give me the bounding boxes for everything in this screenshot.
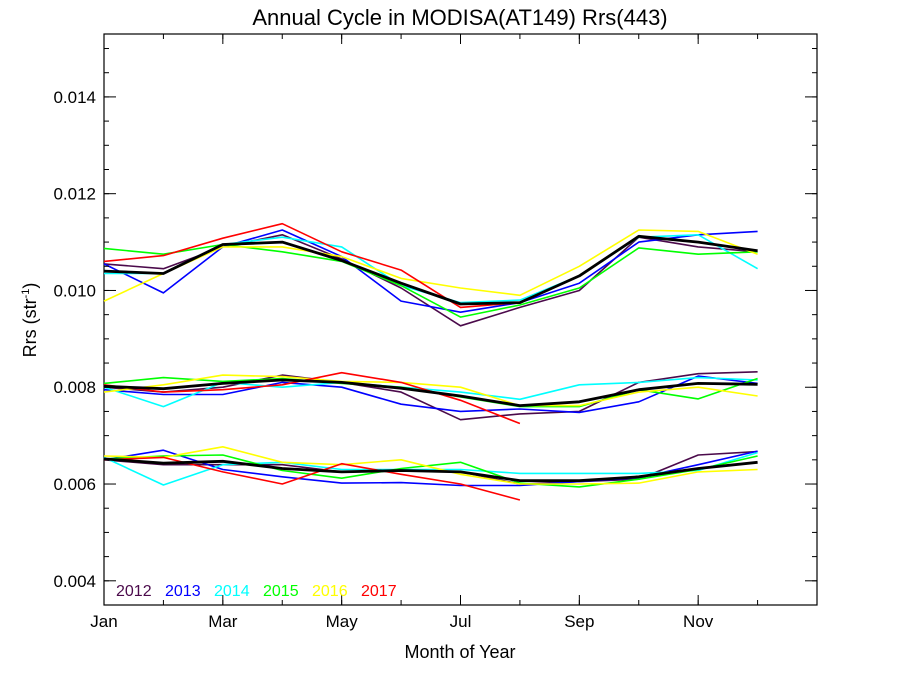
series-line-2017-band-3 (103, 456, 521, 501)
series-line-2016-band-1 (103, 229, 758, 302)
series-line-2017-band-2 (103, 371, 521, 425)
mean-series-line-band-3 (103, 457, 758, 483)
y-axis-label: Rrs (str-1) (20, 283, 40, 358)
x-axis-label: Month of Year (404, 642, 515, 662)
y-tick-label-0.004: 0.004 (53, 572, 96, 591)
legend-entry-2013: 2013 (165, 583, 201, 600)
series-line-2014-band-2 (103, 376, 758, 408)
legend-entry-2014: 2014 (214, 583, 250, 600)
series-line-2017-band-1 (103, 222, 520, 309)
plot-area-border (103, 33, 818, 606)
y-axis-label-main: Rrs (str (20, 298, 40, 357)
legend-entry-2017: 2017 (361, 583, 397, 600)
series-line-2013-band-2 (103, 375, 758, 414)
x-tick-label-jul: Jul (450, 612, 472, 631)
series-line-2015-band-1 (103, 243, 758, 318)
y-tick-label-0.012: 0.012 (53, 185, 96, 204)
plot-frame (103, 33, 818, 606)
mean-series-line-band-2 (103, 378, 758, 408)
x-tick-label-jan: Jan (90, 612, 117, 631)
x-tick-label-nov: Nov (683, 612, 714, 631)
series-line-2015-band-3 (103, 454, 758, 488)
y-tick-label-0.008: 0.008 (53, 378, 96, 397)
x-tick-label-sep: Sep (564, 612, 594, 631)
legend-entry-2012: 2012 (116, 583, 152, 600)
series-line-2016-band-3 (103, 445, 758, 485)
y-axis-label-superscript: -1 (20, 289, 32, 299)
y-tick-label-0.014: 0.014 (53, 88, 96, 107)
y-tick-label-0.006: 0.006 (53, 475, 96, 494)
axis-layer: Jan Mar May Jul Sep Nov 0.004 0.006 0.008 0.010 0.… (53, 34, 818, 631)
x-tick-label-mar: Mar (208, 612, 238, 631)
mean-series-line-band-1 (103, 234, 758, 306)
series-line-2014-band-3 (103, 451, 758, 486)
series-layer (103, 222, 758, 501)
legend-entry-2015: 2015 (263, 583, 299, 600)
legend-entry-2016: 2016 (312, 583, 348, 600)
x-tick-label-may: May (326, 612, 359, 631)
y-axis-label-close: ) (20, 283, 40, 289)
y-tick-label-0.010: 0.010 (53, 281, 96, 300)
chart-title: Annual Cycle in MODISA(AT149) Rrs(443) (252, 5, 667, 30)
series-line-2013-band-1 (103, 229, 758, 314)
series-line-2016-band-2 (103, 374, 758, 407)
legend: 2012 2013 2014 2015 2016 2017 (116, 583, 397, 600)
